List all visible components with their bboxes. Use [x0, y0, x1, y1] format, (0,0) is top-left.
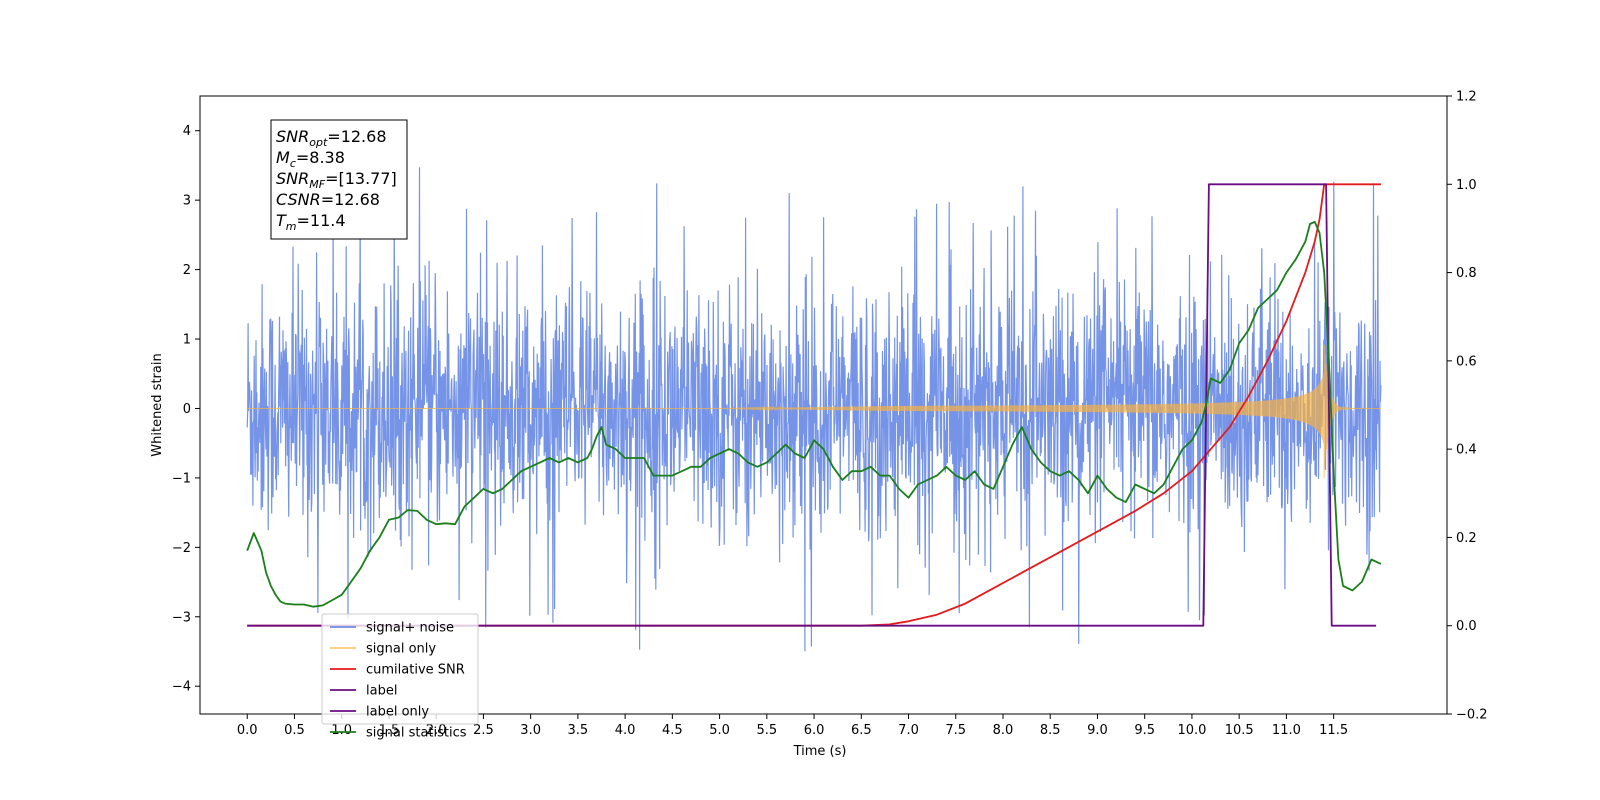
x-axis-label: Time (s)	[793, 744, 847, 759]
x-tick-label: 10.5	[1225, 723, 1254, 738]
x-axis: 0.0 0.5 1.0 1.5 2.0 2.5 3.0 3.5 4.0 4.5 5.0 5.5 6.0 6…	[237, 714, 1348, 738]
y-tick-label-left: −3	[172, 610, 191, 625]
x-tick-label: 0.0	[237, 723, 258, 738]
y-tick-label-right: 0.4	[1456, 443, 1477, 458]
x-tick-label: 6.0	[804, 723, 825, 738]
legend-cumilative-snr-label: cumilative SNR	[366, 663, 465, 678]
series-signal-statistics	[246, 220, 1382, 608]
annotation-line: SNRMF=[13.77]	[276, 169, 397, 191]
annotation-line: Tm=11.4	[276, 211, 346, 233]
y-tick-label-left: −2	[172, 541, 191, 556]
legend-label-only-label: label only	[366, 705, 429, 720]
legend: signal+ noise signal only cumilative SNR la…	[321, 613, 479, 741]
annotation-line: Mc=8.38	[276, 148, 345, 170]
x-tick-label: 5.5	[756, 723, 777, 738]
x-tick-label: 3.5	[568, 723, 589, 738]
y-tick-label-left: −1	[172, 471, 191, 486]
x-tick-label: 11.0	[1272, 723, 1301, 738]
y-tick-label-left: 1	[183, 333, 191, 348]
x-tick-label: 9.5	[1134, 723, 1155, 738]
y-axis-label: Whitened strain	[150, 353, 165, 456]
y-tick-label-right: 1.2	[1456, 90, 1477, 105]
x-tick-label: 1.5	[379, 723, 400, 738]
x-tick-label: 4.5	[662, 723, 683, 738]
y-tick-label-left: 3	[183, 194, 191, 209]
x-tick-label: 8.5	[1040, 723, 1061, 738]
annotation-line: SNRopt=12.68	[276, 127, 387, 149]
y-tick-label-right: 0.8	[1456, 266, 1477, 281]
x-tick-label: 4.0	[615, 723, 636, 738]
legend-frame	[321, 613, 479, 725]
y-tick-label-right: −0.2	[1456, 708, 1488, 723]
legend-signal-only-label: signal only	[366, 642, 436, 657]
x-tick-label: 8.0	[993, 723, 1014, 738]
x-tick-label: 10.0	[1177, 723, 1206, 738]
y-tick-label-right: 0.2	[1456, 531, 1477, 546]
legend-signal-noise-label: signal+ noise	[366, 621, 454, 636]
legend-label-label: label	[366, 684, 397, 699]
y-axis-right: −0.2 0.0 0.2 0.4 0.6 0.8 1.0 1.2	[1447, 90, 1488, 723]
y-tick-label-left: −4	[172, 680, 191, 695]
annotation-line: CSNR=12.68	[276, 190, 380, 209]
y-tick-label-left: 2	[183, 263, 191, 278]
series-layer	[246, 167, 1382, 652]
series-signal-only	[247, 344, 1381, 478]
x-tick-label: 0.5	[284, 723, 305, 738]
series-signal-noise	[246, 167, 1382, 652]
plot-frame	[199, 95, 1448, 715]
annotation-frame	[270, 119, 408, 240]
y-tick-label-right: 0.0	[1456, 619, 1477, 634]
x-tick-label: 11.5	[1319, 723, 1348, 738]
y-tick-label-right: 1.0	[1456, 178, 1477, 193]
annotation-box: SNRopt=12.68Mc=8.38SNRMF=[13.77]CSNR=12.…	[270, 119, 408, 240]
series-cumilative-snr	[247, 183, 1381, 627]
y-tick-label-right: 0.6	[1456, 354, 1477, 369]
x-tick-label: 1.0	[331, 723, 352, 738]
x-tick-label: 7.0	[898, 723, 919, 738]
series-label	[247, 183, 1377, 627]
x-tick-label: 7.5	[945, 723, 966, 738]
x-tick-label: 5.0	[709, 723, 730, 738]
plot-area	[199, 95, 1448, 715]
y-tick-label-left: 4	[183, 124, 191, 139]
y-tick-label-left: 0	[183, 402, 191, 417]
y-axis-left: −4 −3 −2 −1 0 1 2 3 4	[172, 124, 200, 695]
x-tick-label: 9.0	[1087, 723, 1108, 738]
legend-signal-statistics-label: signal statistics	[366, 726, 467, 741]
x-tick-label: 2.5	[473, 723, 494, 738]
x-tick-label: 2.0	[426, 723, 447, 738]
x-tick-label: 6.5	[851, 723, 872, 738]
x-tick-label: 3.0	[520, 723, 541, 738]
